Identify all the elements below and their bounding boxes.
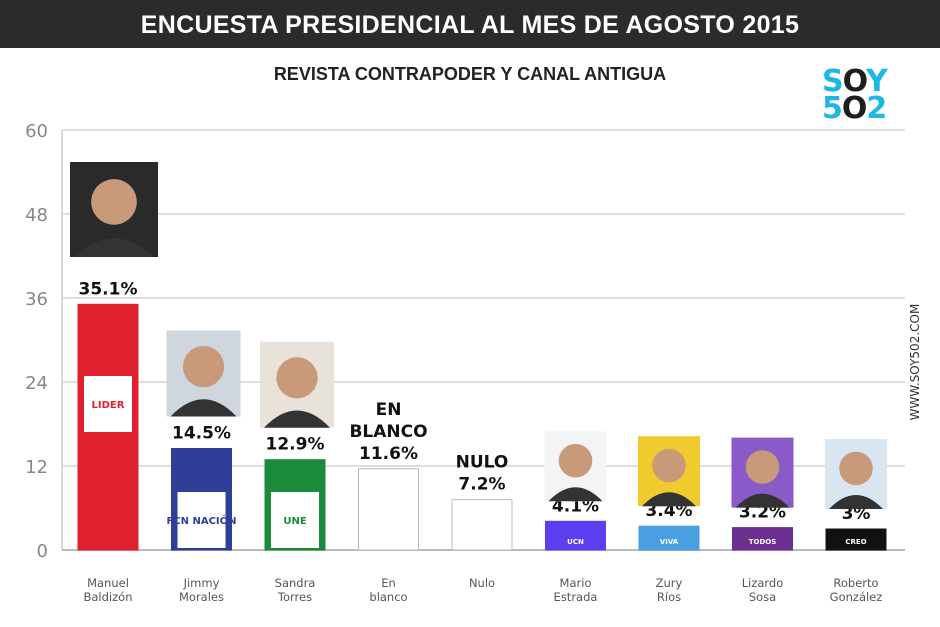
y-tick-label: 48 — [25, 205, 48, 226]
y-tick-label: 12 — [25, 457, 48, 478]
x-category-label: Nulo — [469, 576, 495, 590]
party-logo — [271, 492, 319, 548]
x-category-label: Manuel — [87, 576, 129, 590]
candidate-face — [745, 450, 780, 484]
candidate-shoulders — [829, 495, 883, 509]
candidate-shoulders — [264, 410, 330, 428]
data-label: 7.2% — [458, 475, 505, 495]
party-logo-text: LIDER — [92, 400, 125, 411]
data-label: 14.5% — [172, 424, 231, 444]
x-category-label: Zury — [656, 576, 683, 590]
party-logo-text: TODOS — [749, 538, 777, 546]
party-logo-text: CREO — [845, 538, 866, 546]
candidate-shoulders — [74, 238, 154, 257]
party-logo — [84, 376, 132, 432]
x-category-label: blanco — [369, 590, 407, 604]
data-label: BLANCO — [349, 422, 427, 442]
bar — [451, 499, 513, 551]
x-category-label: Ríos — [657, 590, 681, 604]
chart-title: ENCUESTA PRESIDENCIAL AL MES DE AGOSTO 2… — [0, 0, 940, 48]
candidate-face — [91, 179, 137, 225]
bar — [638, 525, 700, 551]
data-label: 35.1% — [79, 279, 138, 299]
data-label: EN — [376, 400, 402, 420]
candidate-shoulders — [170, 399, 237, 417]
party-logo-text: VIVA — [660, 538, 679, 546]
x-category-label: En — [381, 576, 396, 590]
y-tick-label: 24 — [25, 373, 48, 394]
y-tick-label: 0 — [37, 541, 48, 562]
soy502-logo: SOY 5O2 — [822, 64, 888, 126]
party-logo-text: UNE — [283, 516, 306, 527]
x-category-label: Jimmy — [183, 576, 220, 590]
candidate-face — [652, 448, 686, 483]
candidate-face — [839, 451, 873, 486]
x-category-label: Sandra — [275, 576, 316, 590]
party-logo — [177, 492, 226, 548]
chart-subtitle: REVISTA CONTRAPODER Y CANAL ANTIGUA — [273, 64, 667, 84]
bar — [825, 528, 887, 551]
candidate-face — [276, 357, 318, 399]
x-category-label: Lizardo — [742, 576, 784, 590]
y-tick-label: 36 — [25, 289, 48, 310]
data-label: NULO — [456, 453, 509, 473]
party-logo-text: UCN — [567, 538, 584, 546]
candidate-shoulders — [735, 493, 790, 508]
x-category-label: Mario — [560, 576, 592, 590]
x-category-label: Estrada — [554, 590, 598, 604]
bar — [732, 527, 793, 551]
y-tick-label: 60 — [25, 121, 48, 142]
x-category-label: Roberto — [833, 576, 878, 590]
x-category-label: Torres — [277, 590, 312, 604]
candidate-shoulders — [642, 492, 696, 507]
bar — [358, 468, 419, 551]
party-logo-text: FCN NACIÓN — [166, 514, 236, 527]
x-category-label: Baldizón — [84, 590, 133, 604]
x-category-label: Sosa — [749, 590, 776, 604]
candidate-face — [182, 345, 225, 388]
bar — [545, 520, 606, 551]
candidate-face — [558, 443, 593, 478]
x-category-label: González — [830, 590, 883, 604]
data-label: 12.9% — [266, 435, 325, 455]
candidate-shoulders — [548, 487, 603, 502]
data-label: 11.6% — [359, 444, 418, 464]
x-category-label: Morales — [179, 590, 224, 604]
